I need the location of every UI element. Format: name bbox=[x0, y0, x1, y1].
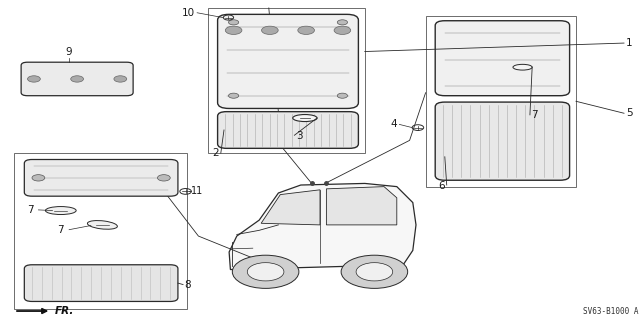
Text: SV63-B1000 A: SV63-B1000 A bbox=[583, 308, 639, 316]
Text: 7: 7 bbox=[27, 205, 33, 215]
Circle shape bbox=[32, 175, 45, 181]
Text: FR.: FR. bbox=[54, 306, 74, 316]
PathPatch shape bbox=[326, 187, 397, 225]
Bar bbox=[426, 16, 576, 187]
Circle shape bbox=[334, 26, 351, 34]
Text: 1: 1 bbox=[626, 38, 632, 48]
Text: 7: 7 bbox=[531, 110, 538, 120]
Circle shape bbox=[157, 175, 170, 181]
Text: 9: 9 bbox=[66, 48, 72, 57]
PathPatch shape bbox=[261, 190, 320, 225]
Text: 11: 11 bbox=[191, 186, 203, 197]
Circle shape bbox=[114, 76, 127, 82]
Circle shape bbox=[232, 255, 299, 288]
Circle shape bbox=[228, 20, 239, 25]
FancyBboxPatch shape bbox=[218, 14, 358, 108]
Circle shape bbox=[337, 20, 348, 25]
Text: 3: 3 bbox=[296, 130, 302, 141]
Circle shape bbox=[337, 93, 348, 98]
Text: 10: 10 bbox=[181, 8, 195, 18]
Ellipse shape bbox=[513, 64, 532, 70]
FancyBboxPatch shape bbox=[435, 21, 570, 96]
FancyBboxPatch shape bbox=[435, 102, 570, 180]
Circle shape bbox=[262, 26, 278, 34]
Bar bbox=[208, 8, 365, 153]
Circle shape bbox=[228, 93, 239, 98]
FancyBboxPatch shape bbox=[218, 112, 358, 148]
Text: 8: 8 bbox=[184, 279, 191, 290]
Circle shape bbox=[356, 263, 393, 281]
PathPatch shape bbox=[229, 183, 416, 270]
Circle shape bbox=[28, 76, 40, 82]
Ellipse shape bbox=[88, 220, 117, 229]
Circle shape bbox=[70, 76, 84, 82]
Ellipse shape bbox=[45, 207, 76, 214]
Text: 2: 2 bbox=[212, 148, 219, 158]
FancyBboxPatch shape bbox=[24, 160, 178, 196]
Text: 6: 6 bbox=[438, 181, 445, 191]
Text: 5: 5 bbox=[626, 108, 632, 118]
Circle shape bbox=[225, 26, 242, 34]
Ellipse shape bbox=[292, 115, 317, 122]
Circle shape bbox=[298, 26, 314, 34]
Text: 4: 4 bbox=[390, 119, 397, 129]
Text: 7: 7 bbox=[58, 225, 64, 235]
Circle shape bbox=[247, 263, 284, 281]
FancyBboxPatch shape bbox=[21, 62, 133, 96]
Circle shape bbox=[341, 255, 408, 288]
FancyBboxPatch shape bbox=[24, 265, 178, 301]
Bar bbox=[14, 153, 187, 309]
